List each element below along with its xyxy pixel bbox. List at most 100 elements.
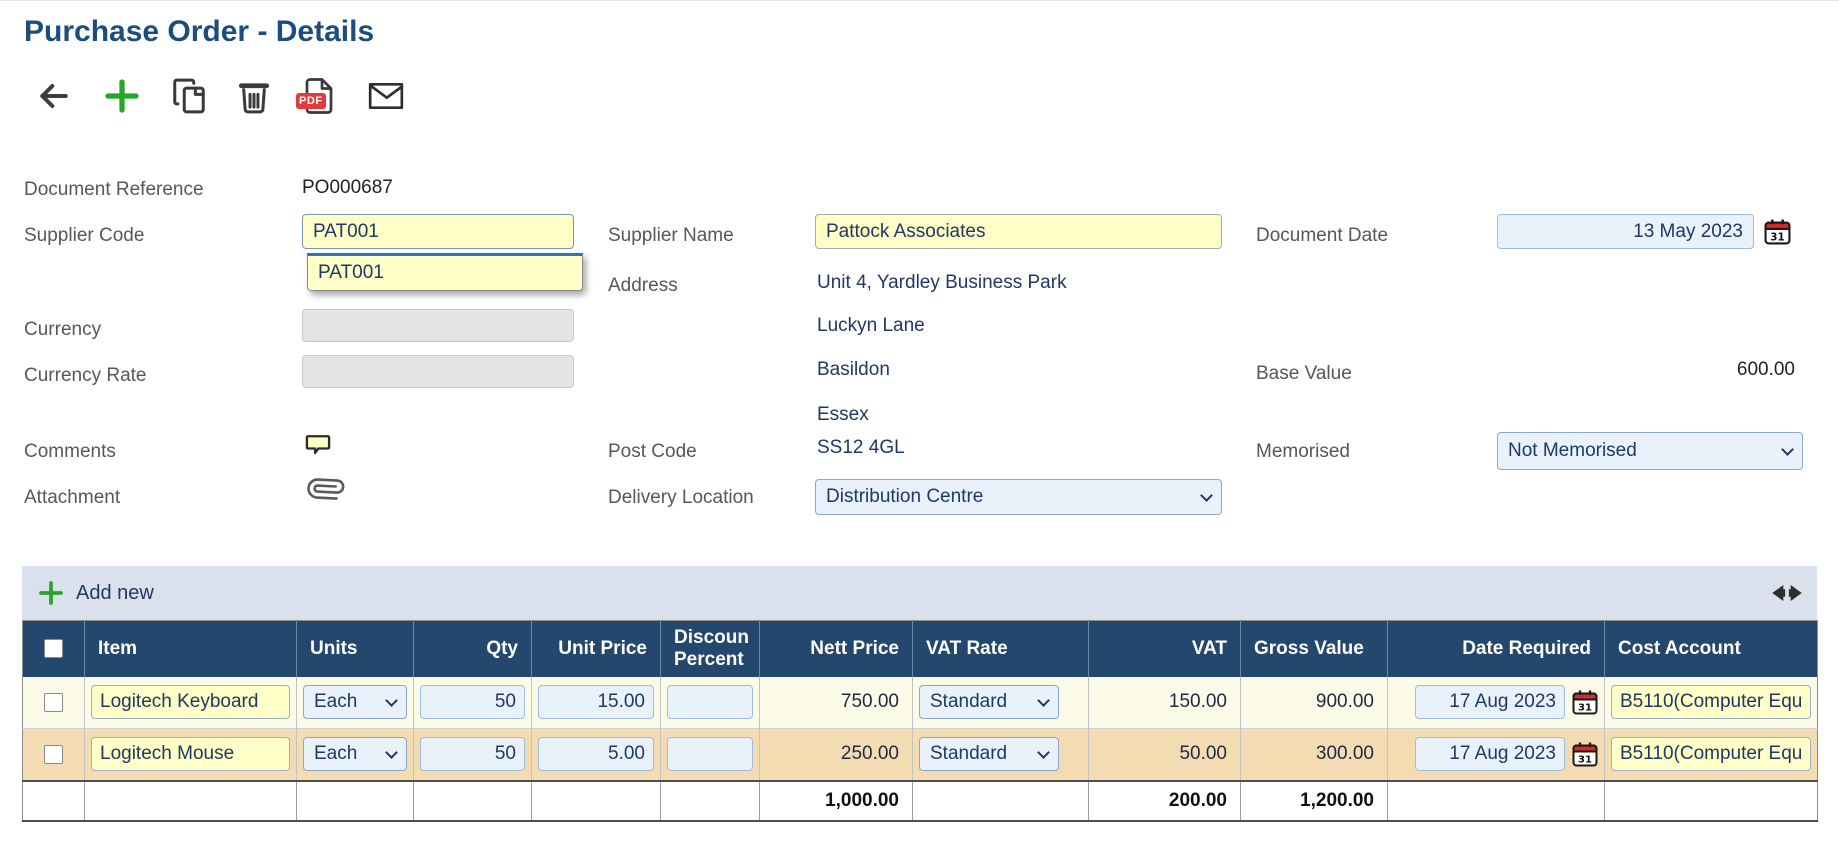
resize-columns-button[interactable]: [1771, 583, 1803, 603]
units-value: Each: [314, 743, 358, 765]
memorised-value: Not Memorised: [1508, 440, 1637, 461]
svg-text:31: 31: [1770, 231, 1784, 243]
row-checkbox[interactable]: [44, 744, 63, 764]
line-items-table: Item Units Qty Unit Price Discoun Percen…: [22, 620, 1818, 822]
qty-input[interactable]: [420, 737, 525, 772]
document-date-input[interactable]: [1497, 214, 1754, 249]
grid-toolbar: Add new: [22, 566, 1817, 620]
pdf-icon: [305, 78, 333, 114]
document-reference-label: Document Reference: [24, 179, 204, 200]
header-item: Item: [84, 620, 297, 677]
address-label: Address: [608, 275, 678, 296]
header-unit-price: Unit Price: [531, 620, 661, 677]
item-input[interactable]: [91, 685, 290, 720]
nett-price-value: 250.00: [759, 728, 913, 781]
header-date-required: Date Required: [1387, 620, 1605, 677]
email-button[interactable]: [365, 76, 407, 116]
row-checkbox[interactable]: [44, 692, 63, 712]
back-button[interactable]: [34, 76, 74, 116]
delete-icon: [238, 83, 270, 114]
comments-button[interactable]: [304, 431, 332, 462]
table-row: Each 250.00 Standard 50.00 300.00: [22, 728, 1818, 781]
supplier-code-suggestion[interactable]: PAT001: [307, 253, 583, 291]
copy-button[interactable]: [170, 77, 208, 115]
export-pdf-button[interactable]: PDF: [296, 76, 338, 116]
toolbar: PDF: [34, 75, 407, 117]
supplier-code-input[interactable]: [302, 214, 574, 249]
currency-label: Currency: [24, 319, 102, 340]
add-button[interactable]: [101, 75, 143, 117]
delete-button[interactable]: [235, 77, 273, 115]
calendar-icon[interactable]: 31: [1572, 689, 1598, 715]
chevron-down-icon: [385, 745, 398, 759]
supplier-name-input[interactable]: [815, 214, 1222, 249]
horizontal-resize-icon: [1772, 585, 1802, 601]
total-gross-value: 1,200.00: [1240, 779, 1388, 822]
comments-label: Comments: [24, 441, 116, 462]
totals-row: 1,000.00 200.00 1,200.00: [22, 779, 1818, 822]
select-all-checkbox[interactable]: [44, 639, 63, 659]
comment-bubble-icon: [305, 435, 331, 455]
currency-rate-label: Currency Rate: [24, 365, 147, 386]
attachment-label: Attachment: [24, 487, 121, 508]
page-title: Purchase Order - Details: [24, 15, 375, 48]
currency-input: [302, 309, 574, 342]
paperclip-icon: [307, 478, 345, 500]
header-gross-value: Gross Value: [1240, 620, 1388, 677]
cost-account-input[interactable]: [1611, 737, 1811, 772]
unit-price-input[interactable]: [538, 685, 654, 720]
table-row: Each 750.00 Standard 150.00 900.00: [22, 676, 1818, 729]
post-code-label: Post Code: [608, 441, 697, 462]
base-value-amount: 600.00: [1736, 359, 1795, 380]
vat-rate-value: Standard: [930, 743, 1008, 765]
pdf-badge: PDF: [296, 93, 326, 109]
address-line-1: Unit 4, Yardley Business Park: [817, 272, 1067, 293]
back-icon: [40, 84, 68, 108]
memorised-select[interactable]: Not Memorised: [1497, 432, 1803, 470]
vat-value: 150.00: [1088, 676, 1241, 729]
attachment-button[interactable]: [307, 471, 345, 510]
cost-account-input[interactable]: [1611, 685, 1811, 720]
header-qty: Qty: [413, 620, 532, 677]
item-input[interactable]: [91, 737, 290, 772]
delivery-location-value: Distribution Centre: [826, 486, 984, 507]
date-required-input[interactable]: [1415, 685, 1565, 720]
email-icon: [368, 83, 404, 109]
calendar-icon: 31: [1764, 219, 1791, 245]
calendar-icon[interactable]: 31: [1572, 741, 1598, 767]
add-new-button[interactable]: Add new: [36, 578, 154, 608]
copy-icon: [173, 78, 205, 114]
base-value-label: Base Value: [1256, 363, 1352, 384]
units-select[interactable]: Each: [303, 685, 407, 720]
chevron-down-icon: [1037, 745, 1050, 759]
discount-percent-input[interactable]: [667, 685, 753, 720]
supplier-code-label: Supplier Code: [24, 225, 145, 246]
date-required-input[interactable]: [1415, 737, 1565, 772]
qty-input[interactable]: [420, 685, 525, 720]
header-units: Units: [296, 620, 414, 677]
address-line-3: Basildon: [817, 359, 890, 380]
header-vat: VAT: [1088, 620, 1241, 677]
currency-rate-input: [302, 355, 574, 388]
discount-percent-input[interactable]: [667, 737, 753, 772]
units-select[interactable]: Each: [303, 737, 407, 772]
units-value: Each: [314, 691, 358, 713]
vat-rate-select[interactable]: Standard: [919, 737, 1059, 772]
supplier-name-label: Supplier Name: [608, 225, 734, 246]
gross-value: 300.00: [1240, 728, 1388, 781]
add-icon: [105, 79, 139, 113]
address-line-2: Luckyn Lane: [817, 315, 925, 336]
document-date-calendar-button[interactable]: 31: [1764, 218, 1791, 248]
total-vat: 200.00: [1088, 779, 1241, 822]
delivery-location-select[interactable]: Distribution Centre: [815, 479, 1222, 515]
vat-value: 50.00: [1088, 728, 1241, 781]
memorised-label: Memorised: [1256, 441, 1350, 462]
gross-value: 900.00: [1240, 676, 1388, 729]
add-icon: [39, 581, 63, 605]
nett-price-value: 750.00: [759, 676, 913, 729]
delivery-location-label: Delivery Location: [608, 487, 754, 508]
vat-rate-select[interactable]: Standard: [919, 685, 1059, 720]
svg-text:31: 31: [1578, 703, 1592, 714]
unit-price-input[interactable]: [538, 737, 654, 772]
chevron-down-icon: [1200, 488, 1213, 502]
